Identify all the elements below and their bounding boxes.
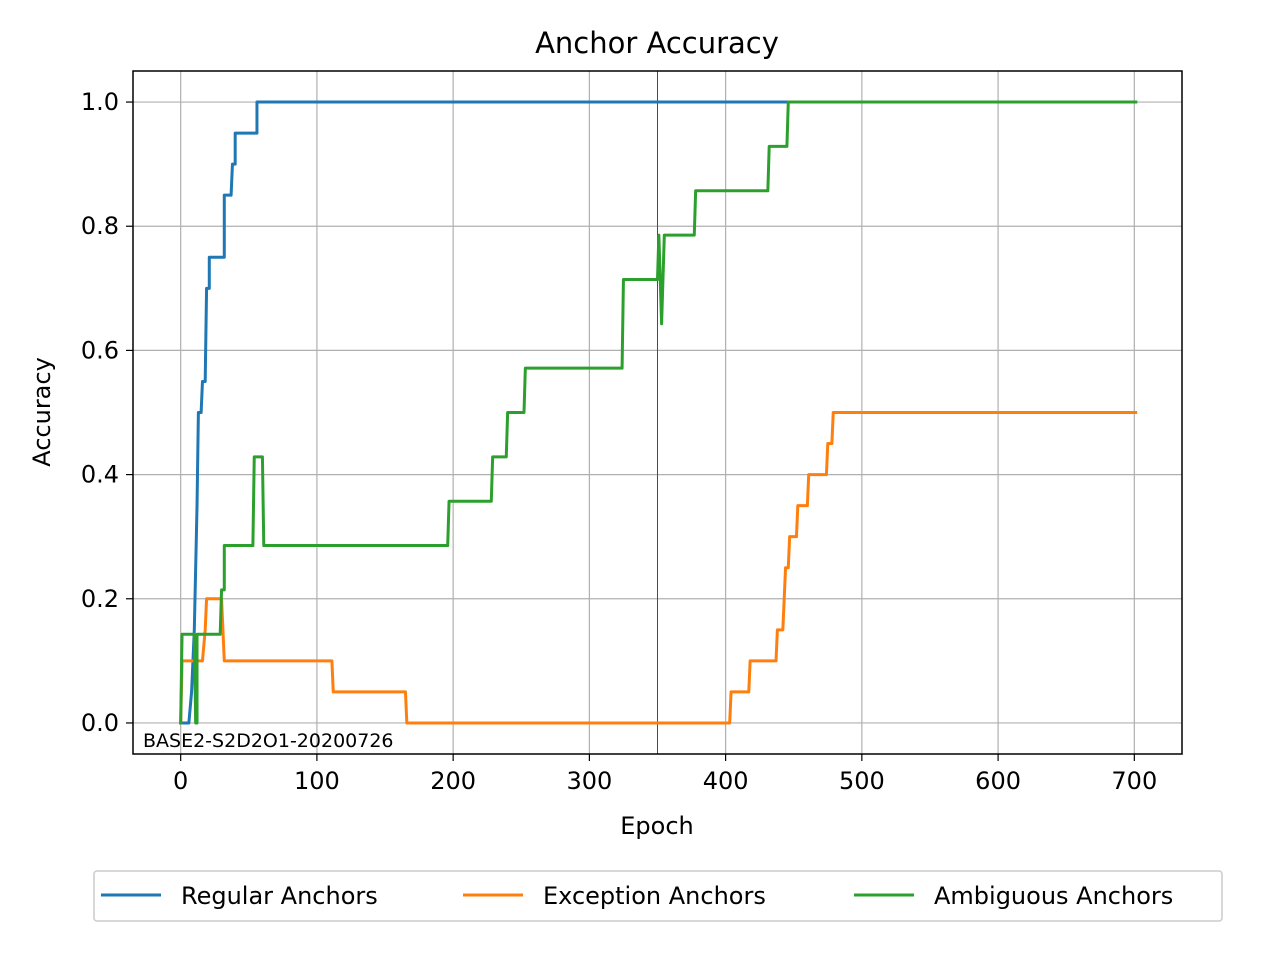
x-tick-label: 300 [566,767,612,795]
ticks: 0 100 200 300 400 500 600 700 0.0 0.2 0.4 0.6 0.8 1.0 [81,88,1157,795]
exception-anchors-line [179,411,1138,725]
y-tick-label: 0.2 [81,585,119,613]
x-tick-label: 200 [430,767,476,795]
legend-label-regular: Regular Anchors [181,882,378,910]
series-lines [179,100,1138,725]
x-tick-label: 0 [173,767,188,795]
x-tick-label: 100 [294,767,340,795]
chart-title: Anchor Accuracy [535,26,779,60]
x-axis-label: Epoch [620,812,694,840]
x-tick-label: 500 [839,767,885,795]
y-tick-label: 0.0 [81,709,119,737]
y-tick-label: 0.6 [81,336,119,364]
run-id-annotation: BASE2-S2D2O1-20200726 [143,730,394,752]
y-tick-label: 1.0 [81,88,119,116]
legend-label-ambiguous: Ambiguous Anchors [934,882,1173,910]
ambiguous-anchors-line [179,100,1138,725]
legend-label-exception: Exception Anchors [543,882,766,910]
y-tick-label: 0.8 [81,212,119,240]
x-tick-label: 700 [1111,767,1157,795]
y-tick-label: 0.4 [81,461,119,489]
legend: Regular Anchors Exception Anchors Ambigu… [93,870,1223,922]
x-tick-label: 600 [975,767,1021,795]
legend-frame [93,870,1223,922]
y-axis-label: Accuracy [28,357,56,467]
plot-area-frame [132,70,1183,755]
x-tick-label: 400 [703,767,749,795]
